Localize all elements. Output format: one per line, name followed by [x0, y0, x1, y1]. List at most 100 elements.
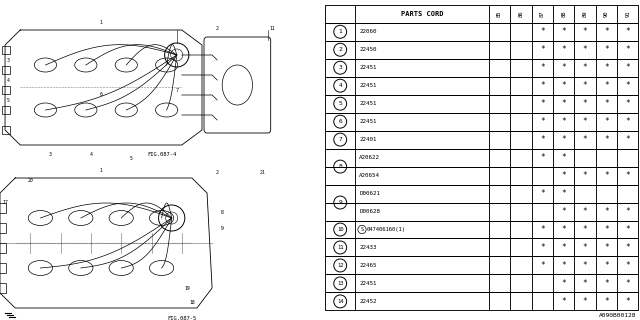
Text: 18: 18 [189, 300, 195, 306]
Text: *: * [604, 99, 609, 108]
Bar [532, 148, 553, 167]
Text: *: * [625, 225, 630, 234]
Bar [2, 86, 10, 94]
Bar [574, 185, 596, 203]
Bar [617, 203, 639, 220]
Bar [510, 167, 532, 185]
Bar [325, 148, 355, 167]
Text: *: * [561, 135, 566, 144]
Text: 7: 7 [175, 87, 178, 92]
Bar [617, 238, 639, 256]
Text: *: * [540, 189, 545, 198]
Text: *: * [604, 261, 609, 270]
Bar [325, 203, 639, 220]
Text: 17: 17 [2, 201, 8, 205]
Text: 11: 11 [337, 245, 344, 250]
Text: 10: 10 [337, 227, 344, 232]
Text: *: * [582, 45, 588, 54]
Bar [596, 238, 617, 256]
Bar [574, 167, 596, 185]
Text: *: * [582, 99, 588, 108]
Text: *: * [582, 81, 588, 90]
Bar [489, 167, 510, 185]
Bar [325, 185, 355, 203]
Text: 8: 8 [221, 211, 223, 215]
Text: *: * [625, 243, 630, 252]
Text: *: * [604, 117, 609, 126]
Bar [355, 59, 489, 77]
Bar [574, 238, 596, 256]
Bar [325, 59, 639, 77]
Text: *: * [582, 63, 588, 72]
Bar [510, 113, 532, 131]
Bar [489, 148, 510, 167]
Text: 047406160(1): 047406160(1) [367, 227, 406, 232]
Bar [325, 256, 355, 275]
Bar [510, 185, 532, 203]
Text: *: * [582, 135, 588, 144]
Bar [325, 77, 639, 95]
Text: *: * [540, 63, 545, 72]
Text: *: * [604, 225, 609, 234]
Bar [355, 77, 489, 95]
Bar [325, 185, 639, 203]
Text: A090B00128: A090B00128 [599, 313, 637, 318]
Text: *: * [604, 81, 609, 90]
Text: *: * [561, 99, 566, 108]
Bar [489, 41, 510, 59]
Bar [510, 256, 532, 275]
Bar [325, 41, 355, 59]
Bar [617, 275, 639, 292]
Bar [553, 23, 574, 41]
Bar [355, 167, 489, 185]
Text: 89: 89 [582, 11, 588, 17]
Bar [596, 59, 617, 77]
Bar [325, 167, 355, 185]
Text: *: * [561, 189, 566, 198]
Bar [553, 95, 574, 113]
Bar [355, 275, 489, 292]
Bar [596, 220, 617, 238]
Bar [325, 5, 355, 23]
Bar [355, 203, 489, 220]
Text: *: * [561, 297, 566, 306]
Bar [355, 131, 489, 148]
Bar [596, 167, 617, 185]
Bar [596, 256, 617, 275]
Bar [617, 185, 639, 203]
Bar [532, 23, 553, 41]
Text: *: * [625, 279, 630, 288]
Text: 22433: 22433 [359, 245, 376, 250]
Text: 87: 87 [540, 11, 545, 17]
Bar [489, 256, 510, 275]
Bar [510, 95, 532, 113]
Text: 7: 7 [339, 137, 342, 142]
Bar [617, 256, 639, 275]
Bar [2, 66, 10, 74]
Bar [510, 203, 532, 220]
Text: *: * [604, 63, 609, 72]
Text: 22452: 22452 [359, 299, 376, 304]
Text: *: * [582, 27, 588, 36]
Bar [2, 106, 10, 114]
Text: 4: 4 [339, 83, 342, 88]
Bar [574, 113, 596, 131]
Bar [574, 203, 596, 220]
Bar [510, 275, 532, 292]
Bar [574, 23, 596, 41]
Bar [596, 23, 617, 41]
Text: 2: 2 [339, 47, 342, 52]
Text: *: * [604, 27, 609, 36]
Text: S: S [360, 227, 364, 232]
Text: A20654: A20654 [359, 173, 380, 178]
Bar [325, 95, 639, 113]
Bar [355, 41, 489, 59]
Bar [574, 220, 596, 238]
Bar [617, 23, 639, 41]
Text: *: * [582, 225, 588, 234]
Text: 91: 91 [625, 11, 630, 17]
Text: 2: 2 [216, 26, 219, 30]
Bar [532, 167, 553, 185]
Text: 22401: 22401 [359, 137, 376, 142]
Bar [553, 113, 574, 131]
